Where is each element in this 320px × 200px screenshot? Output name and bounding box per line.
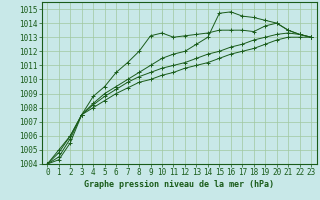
X-axis label: Graphe pression niveau de la mer (hPa): Graphe pression niveau de la mer (hPa) [84,180,274,189]
